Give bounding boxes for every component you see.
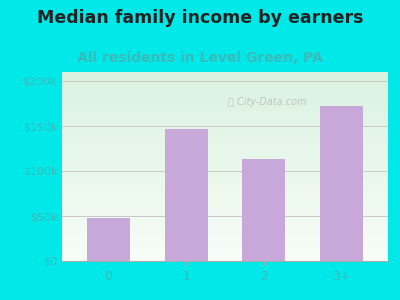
Text: ⓘ City-Data.com: ⓘ City-Data.com: [228, 97, 307, 107]
Text: Median family income by earners: Median family income by earners: [37, 9, 363, 27]
Bar: [87, 218, 130, 261]
Bar: [165, 129, 208, 261]
Text: All residents in Level Green, PA: All residents in Level Green, PA: [77, 51, 323, 65]
Bar: [320, 106, 363, 261]
Bar: [242, 159, 285, 261]
